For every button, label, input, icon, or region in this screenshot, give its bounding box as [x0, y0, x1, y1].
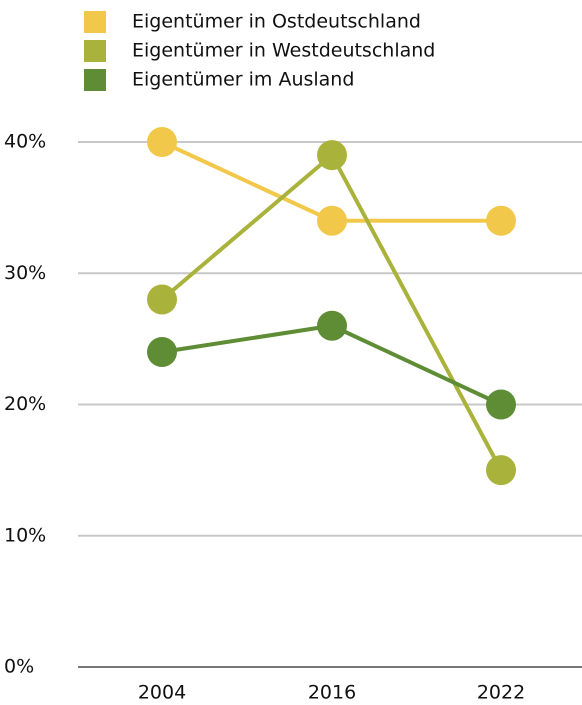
point: [147, 284, 177, 315]
x-tick-label: 2004: [138, 682, 186, 704]
y-tick-label: 10%: [4, 524, 46, 546]
x-tick-label: 2016: [308, 682, 356, 704]
point: [317, 310, 347, 341]
legend-swatch: [84, 11, 106, 33]
legend-label: Eigentümer in Ostdeutschland: [132, 11, 421, 33]
point: [486, 389, 516, 420]
point: [147, 337, 177, 367]
y-tick-label: 30%: [4, 262, 46, 284]
point: [486, 205, 516, 236]
x-tick-label: 2022: [477, 682, 525, 704]
point: [147, 127, 177, 157]
y-tick-label: 40%: [4, 131, 46, 153]
legend-label: Eigentümer in Westdeutschland: [132, 40, 435, 62]
legend-swatch: [84, 40, 106, 62]
point: [486, 455, 516, 486]
y-tick-label: 0%: [4, 656, 34, 678]
point: [317, 140, 347, 171]
y-tick-label: 20%: [4, 393, 46, 415]
point: [317, 205, 347, 236]
legend-label: Eigentümer im Ausland: [132, 69, 354, 91]
legend-swatch: [84, 69, 106, 91]
